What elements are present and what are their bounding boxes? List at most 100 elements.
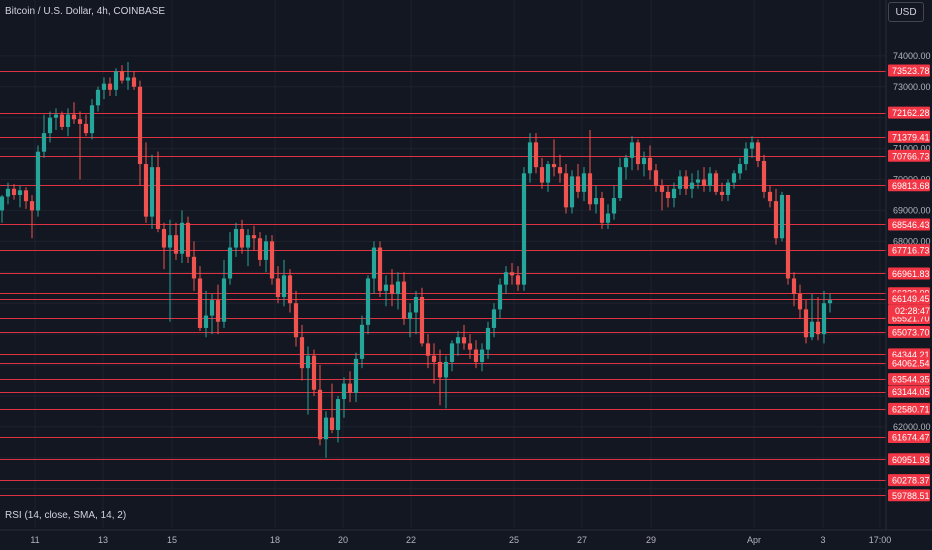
candle-body (629, 142, 635, 158)
candle (89, 99, 95, 140)
price-level-tag-11: 65073.70 (888, 325, 930, 338)
candle-body (443, 361, 449, 378)
candle (569, 170, 575, 214)
candle-body (323, 417, 329, 440)
currency-button[interactable]: USD (888, 2, 924, 22)
price-level-tag-text: 60951.93 (892, 455, 930, 465)
candle-body (515, 275, 521, 285)
candle-body (713, 173, 719, 192)
candle-body (203, 315, 209, 328)
candle-body (293, 303, 299, 338)
x-tick-label-3: 18 (270, 535, 280, 545)
candle-body (401, 281, 407, 319)
candle (455, 331, 461, 356)
candle-body (521, 173, 527, 285)
candle-body (479, 349, 485, 362)
candle-body (773, 201, 779, 239)
candle (311, 349, 317, 396)
candle (419, 287, 425, 347)
candle (467, 334, 473, 359)
candle (173, 222, 179, 260)
price-level-tag-bg (888, 106, 930, 119)
candle (647, 145, 653, 180)
candle (359, 315, 365, 369)
candle-body (233, 228, 239, 248)
x-tick-label-8: 29 (646, 535, 656, 545)
candle-body (437, 361, 443, 378)
y-tick-label-1: 73000.00 (893, 82, 931, 92)
price-level-tag-text: 65521.70 (892, 313, 930, 323)
price-level-tag-4: 69813.68 (888, 179, 930, 192)
price-level-tag-text: 67716.73 (892, 246, 930, 256)
candle (827, 293, 833, 313)
candle-body (353, 358, 359, 393)
candle (353, 352, 359, 403)
candle-body (575, 176, 581, 192)
candle-body (599, 198, 605, 223)
candle-body (743, 148, 749, 165)
candle-body (65, 114, 71, 127)
candle (35, 145, 41, 217)
candle (29, 194, 35, 239)
candle-body (173, 235, 179, 254)
candle-body (779, 194, 785, 239)
candle-body (677, 176, 683, 189)
candle-body (815, 321, 821, 335)
candle (179, 210, 185, 263)
price-level-tag-9: 66149.45 (888, 292, 930, 305)
candle (221, 259, 227, 328)
candle-body (11, 188, 17, 195)
y-tick-label-4: 69000.00 (893, 205, 931, 215)
chart-grid (0, 0, 886, 528)
candle (269, 235, 275, 285)
candle (539, 157, 545, 189)
candle (533, 133, 539, 174)
candle-body (263, 241, 269, 260)
x-tick-label-9: Apr (747, 535, 761, 545)
candle-body (701, 179, 707, 186)
candle-body (377, 247, 383, 291)
candle-body (503, 272, 509, 285)
candle-body (473, 349, 479, 362)
candle (65, 108, 71, 137)
candle (623, 154, 629, 180)
x-tick-label-4: 20 (338, 535, 348, 545)
candle-body (41, 133, 47, 152)
candle-body (719, 191, 725, 195)
candle-body (413, 297, 419, 313)
rsi-indicator-label[interactable]: RSI (14, close, SMA, 14, 2) (5, 510, 127, 521)
candle-body (425, 343, 431, 356)
price-level-tag-text: 70766.73 (892, 151, 930, 161)
candle-body (35, 151, 41, 211)
y-tick-label-6: 62000.00 (893, 422, 931, 432)
candle (587, 130, 593, 211)
candle (611, 185, 617, 220)
candle (47, 111, 53, 143)
candle (479, 343, 485, 372)
price-level-tag-text: 60278.37 (892, 476, 930, 486)
price-level-tag-text: 71379.41 (892, 132, 930, 142)
candle (653, 164, 659, 192)
candle-body (5, 188, 11, 197)
candle-body (641, 157, 647, 165)
candle (107, 77, 113, 97)
candle (449, 340, 455, 372)
x-tick-label-1: 13 (98, 535, 108, 545)
candle (515, 266, 521, 291)
candle-body (0, 196, 5, 211)
candle-body (143, 164, 149, 217)
candle-body (161, 228, 167, 248)
candle-body (617, 167, 623, 199)
candle-body (557, 167, 563, 174)
candle (83, 114, 89, 137)
candle-body (797, 293, 803, 310)
candle (257, 232, 263, 267)
candle-body (275, 278, 281, 298)
candle-body (227, 247, 233, 279)
candle (731, 170, 737, 189)
x-tick-label-0: 11 (30, 535, 39, 545)
price-level-tag-2: 71379.41 (888, 130, 930, 143)
price-level-tag-bg (888, 179, 930, 192)
y-tick-label-2: 71000.00 (893, 144, 931, 154)
